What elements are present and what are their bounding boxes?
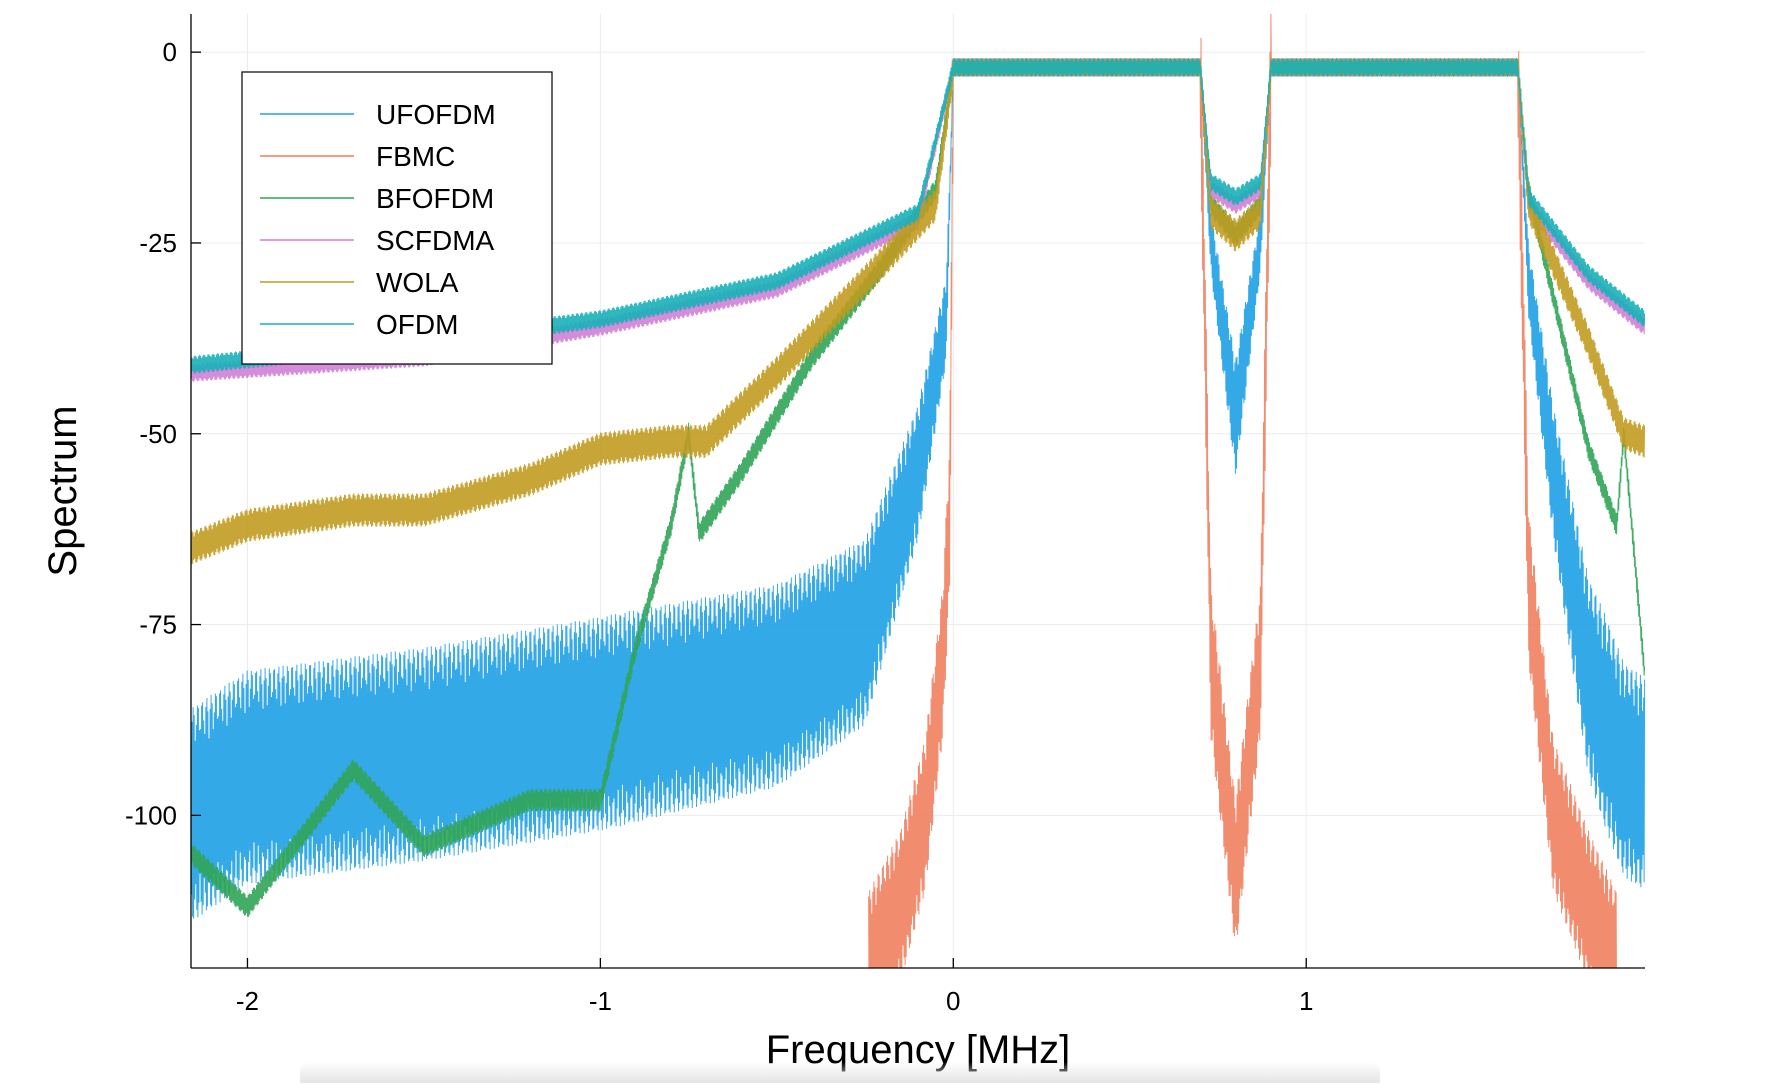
y-tick-label: -75 — [139, 610, 177, 640]
legend-label-wola: WOLA — [376, 267, 459, 298]
x-tick-label: -2 — [236, 986, 259, 1016]
plot-area — [191, 14, 1645, 968]
y-tick-label: -100 — [125, 800, 177, 830]
y-tick-label: -25 — [139, 228, 177, 258]
legend: UFOFDM FBMC BFOFDM SCFDMA WOLA OFDM — [241, 71, 553, 365]
x-tick-label: 1 — [1299, 986, 1313, 1016]
legend-label-bfofdm: BFOFDM — [376, 183, 494, 214]
legend-label-ofdm: OFDM — [376, 309, 458, 340]
window-bottom-shadow — [300, 1062, 1380, 1083]
y-tick-label: 0 — [163, 37, 177, 67]
axes — [190, 14, 1645, 969]
x-tick-label: -1 — [589, 986, 612, 1016]
legend-box — [241, 71, 553, 365]
legend-label-scfdma: SCFDMA — [376, 225, 495, 256]
legend-label-ufofdm: UFOFDM — [376, 99, 496, 130]
x-tick-label: 0 — [946, 986, 960, 1016]
legend-label-fbmc: FBMC — [376, 141, 455, 172]
y-tick-label: -50 — [139, 419, 177, 449]
y-axis-title: Spectrum — [41, 405, 85, 576]
